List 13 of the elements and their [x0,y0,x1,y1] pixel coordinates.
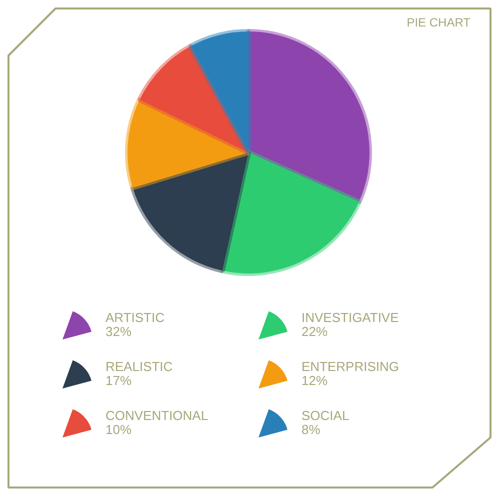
legend-label: ARTISTIC [106,310,164,325]
data-label: 8% [302,422,321,437]
data-label: 22% [302,324,328,339]
data-label: 10% [106,422,132,437]
legend-label: REALISTIC [106,359,173,374]
legend-label: INVESTIGATIVE [302,310,400,325]
data-label: 32% [106,324,132,339]
legend-label: SOCIAL [302,408,350,423]
data-label: 12% [302,373,328,388]
data-label: 17% [106,373,132,388]
legend-label: ENTERPRISING [302,359,400,374]
text: PIE CHART [406,16,472,30]
legend-label: CONVENTIONAL [106,408,208,423]
